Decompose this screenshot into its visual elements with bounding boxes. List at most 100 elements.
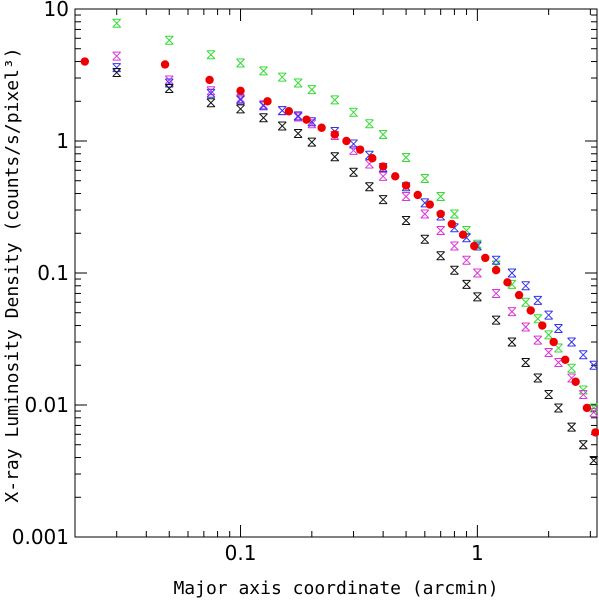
data-point (571, 377, 580, 386)
x-marker (544, 347, 554, 357)
x-marker (436, 191, 446, 201)
x-marker (277, 106, 287, 116)
data-point (589, 455, 599, 465)
x-marker (420, 209, 430, 219)
data-point (401, 152, 411, 162)
data-point (533, 373, 543, 383)
x-marker (507, 279, 517, 289)
data-point (462, 225, 471, 235)
data-point (205, 75, 214, 85)
data-point (349, 167, 358, 177)
x-marker (112, 51, 122, 61)
data-point (342, 136, 351, 146)
x-marker (401, 191, 411, 201)
x-marker (259, 101, 268, 111)
x-marker (507, 337, 517, 347)
data-point (507, 279, 517, 289)
x-marker (349, 107, 358, 117)
axis-ticks (74, 8, 597, 538)
data-point (526, 306, 535, 315)
data-point (112, 63, 122, 73)
x-marker (365, 182, 374, 192)
data-point (450, 223, 459, 233)
x-marker (330, 95, 340, 105)
data-point (349, 145, 358, 155)
data-point (544, 330, 554, 340)
data-point (470, 241, 479, 251)
data-point (462, 233, 471, 243)
data-point (582, 403, 592, 413)
x-marker (307, 119, 317, 129)
x-marker (420, 234, 430, 244)
data-point (206, 98, 216, 108)
plot-border (74, 8, 598, 538)
x-marker (521, 297, 531, 307)
x-marker (507, 268, 517, 278)
data-point (567, 422, 576, 432)
series-1 (112, 51, 599, 417)
x-marker (436, 225, 446, 235)
data-point (481, 253, 490, 263)
x-marker (307, 117, 317, 127)
x-marker (554, 403, 563, 413)
data-point (533, 295, 543, 305)
data-point (284, 107, 294, 116)
data-point (293, 111, 303, 121)
x-marker (533, 314, 543, 324)
x-marker (473, 292, 482, 302)
x-marker (578, 350, 588, 360)
x-marker (236, 93, 245, 103)
x-marker (259, 66, 268, 76)
data-point (491, 260, 501, 270)
data-point (391, 172, 400, 181)
x-marker (277, 121, 287, 131)
x-marker (112, 68, 122, 78)
x-marker (277, 72, 287, 82)
x-tick-label: 1 (471, 541, 484, 565)
x-marker (236, 104, 245, 114)
x-marker (462, 279, 471, 289)
data-point (450, 241, 459, 251)
x-marker (236, 58, 245, 68)
data-marks (80, 18, 599, 465)
data-point (378, 171, 388, 181)
x-marker (206, 98, 216, 108)
x-marker (206, 86, 216, 96)
data-point (578, 440, 588, 450)
x-marker (491, 260, 501, 270)
data-point (473, 268, 482, 278)
data-point (164, 83, 174, 93)
data-point (491, 288, 501, 298)
x-marker (378, 195, 388, 205)
x-marker (521, 281, 531, 291)
x-marker (401, 152, 411, 162)
data-point (164, 35, 174, 45)
data-point (589, 407, 599, 417)
data-point (514, 290, 524, 300)
y-tick-label: 1 (56, 129, 69, 153)
data-point (259, 66, 268, 76)
data-point (401, 191, 411, 201)
x-marker (462, 233, 471, 243)
series-4 (80, 57, 599, 437)
x-marker (420, 198, 430, 208)
x-marker (554, 357, 563, 367)
x-marker (206, 50, 216, 60)
x-marker (307, 85, 317, 95)
data-point (554, 357, 563, 367)
data-point (544, 347, 554, 357)
data-point (236, 95, 245, 105)
x-marker (236, 95, 245, 105)
x-marker (589, 407, 599, 417)
data-point (164, 78, 174, 88)
x-marker (544, 330, 554, 340)
tick-labels: 0.1 1 10 1 0.1 0.01 0.001 (12, 0, 484, 565)
x-marker (112, 63, 122, 73)
data-point (378, 130, 388, 140)
x-marker (521, 357, 531, 367)
data-point (521, 357, 531, 367)
data-point (578, 390, 588, 400)
data-point (206, 50, 216, 60)
data-point (533, 335, 543, 345)
data-point (561, 355, 570, 365)
